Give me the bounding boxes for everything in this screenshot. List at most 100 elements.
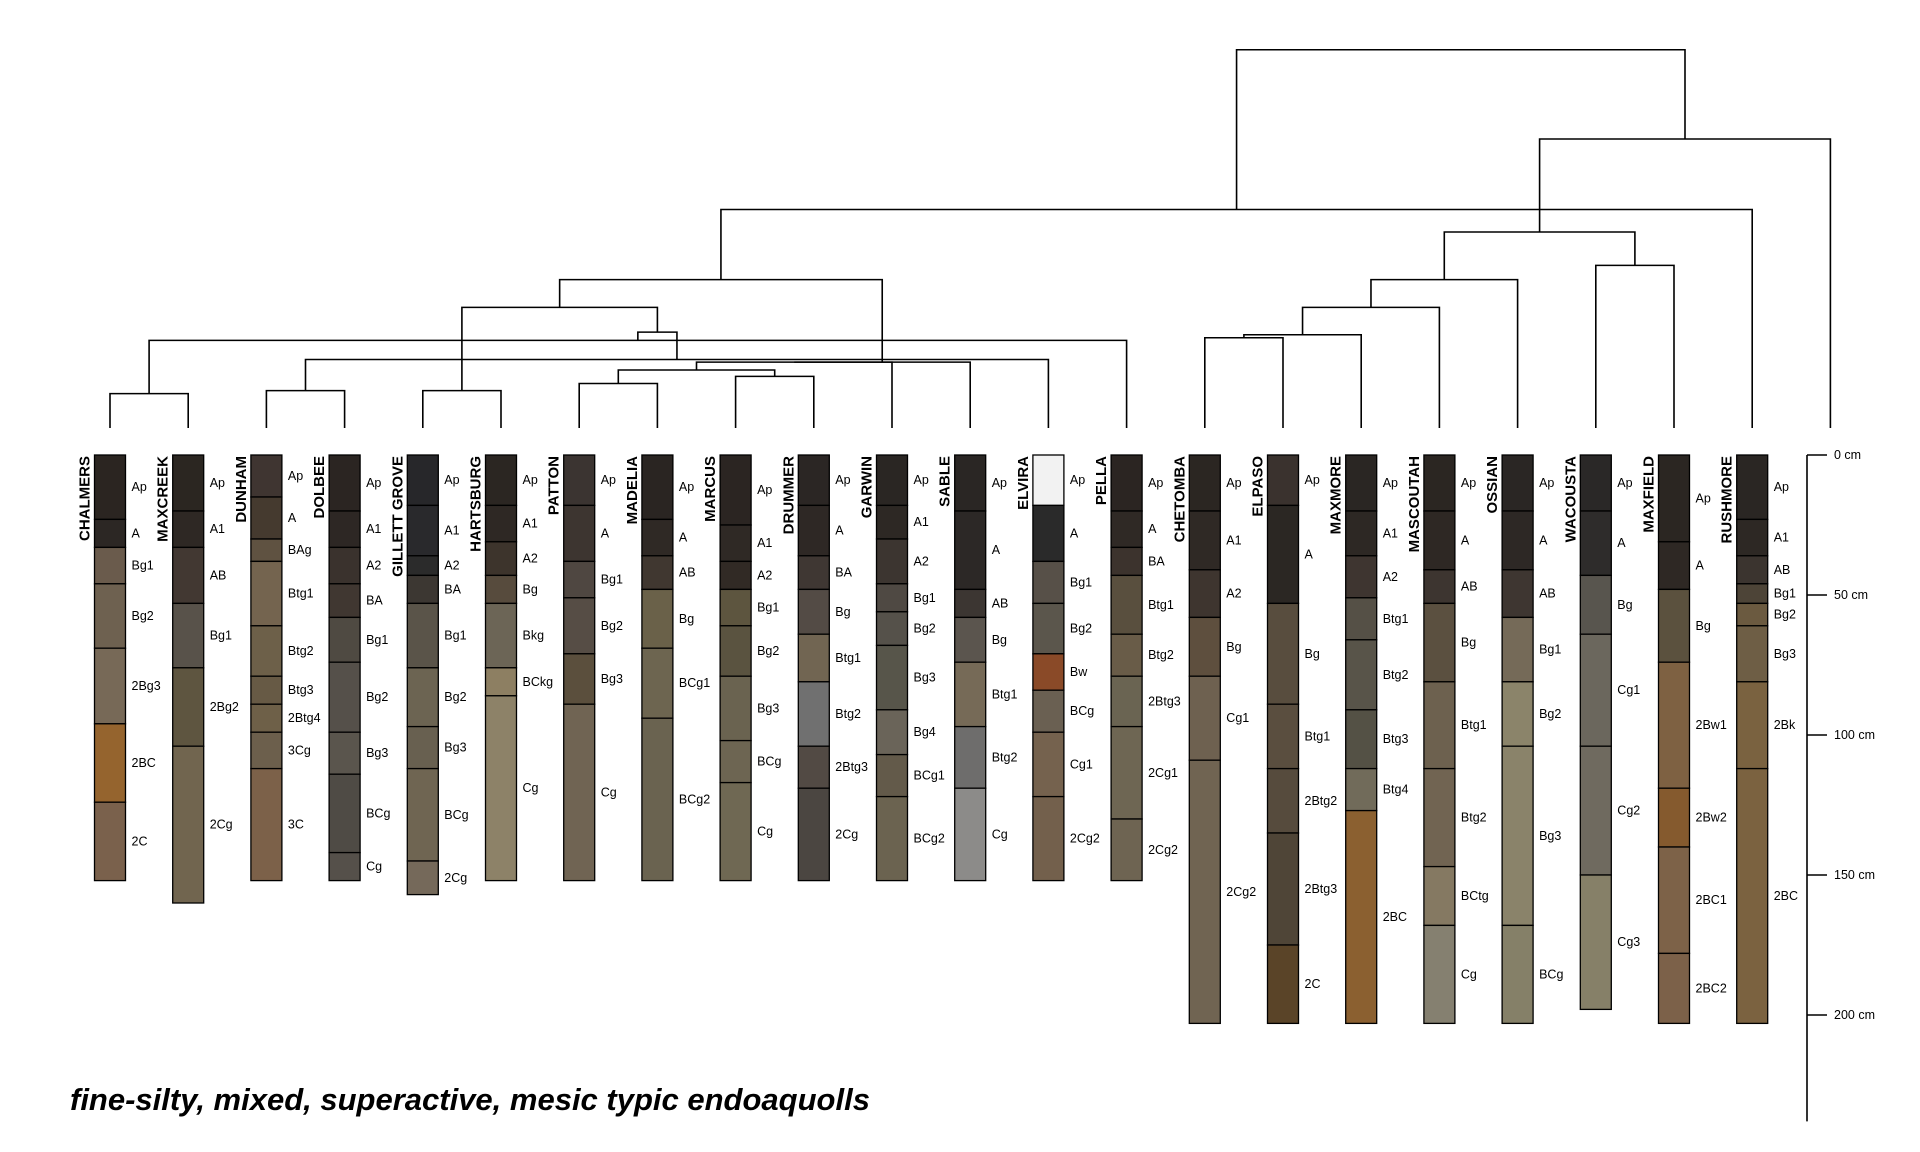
- horizon-label: Bg1: [601, 573, 623, 587]
- horizon-label: Ap: [1539, 476, 1554, 490]
- horizon-label: A: [132, 526, 141, 540]
- horizon-block: [641, 555, 674, 591]
- horizon-block: [1736, 583, 1769, 605]
- horizon-block: [797, 633, 830, 683]
- horizon-block: [406, 725, 439, 770]
- horizon-block: [484, 504, 518, 543]
- horizon-block: [563, 597, 596, 655]
- horizon-label: BA: [444, 582, 461, 596]
- horizon-block: [1657, 454, 1691, 543]
- horizon-label: Btg1: [1383, 612, 1409, 626]
- horizon-label: Bg3: [1539, 829, 1561, 843]
- horizon-label: Cg1: [1070, 757, 1093, 771]
- profile-name: MAXCREEK: [155, 456, 172, 542]
- horizon-label: BCkg: [523, 675, 554, 689]
- horizon-label: Btg1: [1461, 718, 1487, 732]
- horizon-label: AB: [1774, 563, 1791, 577]
- horizon-label: Cg: [601, 785, 617, 799]
- horizon-block: [797, 454, 830, 507]
- dendrogram-link: [578, 382, 659, 428]
- horizon-label: 2Cg2: [1226, 885, 1256, 899]
- soil-profile: DRUMMER Ap A BA Bg Btg1 Btg2 2Btg3 2Cg: [780, 454, 868, 882]
- horizon-label: Cg1: [1226, 711, 1249, 725]
- horizon-block: [406, 767, 439, 862]
- horizon-block: [1110, 675, 1143, 728]
- horizon-label: A: [1696, 559, 1705, 573]
- horizon-label: A: [679, 531, 688, 545]
- horizon-block: [328, 454, 361, 512]
- horizon-block: [641, 454, 674, 521]
- horizon-label: Bg2: [1539, 707, 1561, 721]
- horizon-block: [1657, 846, 1691, 955]
- profile-name: MADELIA: [624, 456, 641, 524]
- dendrogram-link: [265, 389, 346, 428]
- horizon-block: [328, 616, 361, 663]
- horizon-block: [93, 454, 127, 521]
- horizon-block: [563, 653, 596, 705]
- horizon-block: [1501, 454, 1534, 512]
- soil-profile: MAXFIELD Ap A Bg 2Bw1 2Bw2 2BC1 2BC2: [1641, 454, 1727, 1025]
- horizon-label: 2Cg1: [1148, 766, 1178, 780]
- profile-name: GARWIN: [859, 456, 876, 518]
- horizon-label: BAg: [288, 543, 312, 557]
- horizon-block: [93, 723, 127, 803]
- horizon-label: 2BC: [132, 756, 156, 770]
- horizon-label: A: [288, 511, 297, 525]
- horizon-block: [1345, 767, 1378, 812]
- horizon-block: [1501, 745, 1534, 927]
- horizon-label: 2Btg3: [1305, 882, 1338, 896]
- horizon-label: A2: [1226, 587, 1241, 601]
- profile-name: MASCOUTAH: [1406, 456, 1423, 552]
- horizon-block: [484, 695, 518, 882]
- horizon-label: BA: [366, 594, 383, 608]
- horizon-label: 2BC1: [1696, 893, 1727, 907]
- profile-name: MAXFIELD: [1641, 456, 1658, 533]
- horizon-label: Bg: [1696, 619, 1711, 633]
- dendrogram-link: [1538, 138, 1832, 428]
- horizon-label: Ap: [366, 476, 381, 490]
- horizon-label: Cg: [1461, 967, 1477, 981]
- horizon-label: Bg: [679, 612, 694, 626]
- horizon-label: A1: [1774, 531, 1789, 545]
- horizon-block: [250, 625, 283, 677]
- soil-profile: MADELIA Ap A AB Bg BCg1 BCg2: [624, 454, 710, 882]
- horizon-label: BA: [835, 566, 852, 580]
- horizon-block: [719, 588, 752, 627]
- horizon-label: 2Bk: [1774, 718, 1796, 732]
- horizon-label: 2Cg: [835, 827, 858, 841]
- horizon-label: Bg3: [601, 672, 623, 686]
- horizon-block: [484, 667, 518, 697]
- horizon-label: 2Cg: [444, 871, 467, 885]
- horizon-label: Ap: [992, 476, 1007, 490]
- profile-name: MAXMORE: [1328, 456, 1345, 534]
- horizon-block: [172, 510, 205, 549]
- horizon-block: [954, 661, 987, 728]
- horizon-label: Ap: [132, 480, 147, 494]
- horizon-block: [797, 555, 830, 591]
- horizon-label: A2: [523, 552, 538, 566]
- horizon-block: [484, 454, 518, 507]
- horizon-label: A1: [1226, 533, 1241, 547]
- soil-profile: GARWIN Ap A1 A2 Bg1 Bg2 Bg3 Bg4 BCg1 BCg2: [859, 454, 945, 882]
- dendrogram-link: [422, 389, 502, 428]
- dendrogram-link: [1204, 336, 1284, 428]
- horizon-label: A: [1539, 533, 1548, 547]
- horizon-label: BCg1: [679, 676, 710, 690]
- horizon-label: BCg: [1070, 704, 1094, 718]
- horizon-block: [328, 773, 361, 854]
- dendrogram: [109, 48, 1832, 428]
- profile-name: PELLA: [1093, 456, 1110, 505]
- horizon-block: [1345, 709, 1378, 770]
- horizon-label: Bg1: [1070, 575, 1092, 589]
- horizon-label: Ap: [1383, 476, 1398, 490]
- horizon-block: [1579, 874, 1612, 1011]
- horizon-block: [641, 588, 674, 649]
- horizon-label: Btg1: [835, 651, 861, 665]
- horizon-label: Ap: [1148, 476, 1163, 490]
- horizon-label: A1: [366, 522, 381, 536]
- horizon-block: [1032, 504, 1065, 563]
- horizon-block: [1032, 653, 1065, 691]
- horizon-label: Cg: [523, 781, 539, 795]
- horizon-block: [1110, 546, 1143, 577]
- horizon-block: [328, 510, 361, 549]
